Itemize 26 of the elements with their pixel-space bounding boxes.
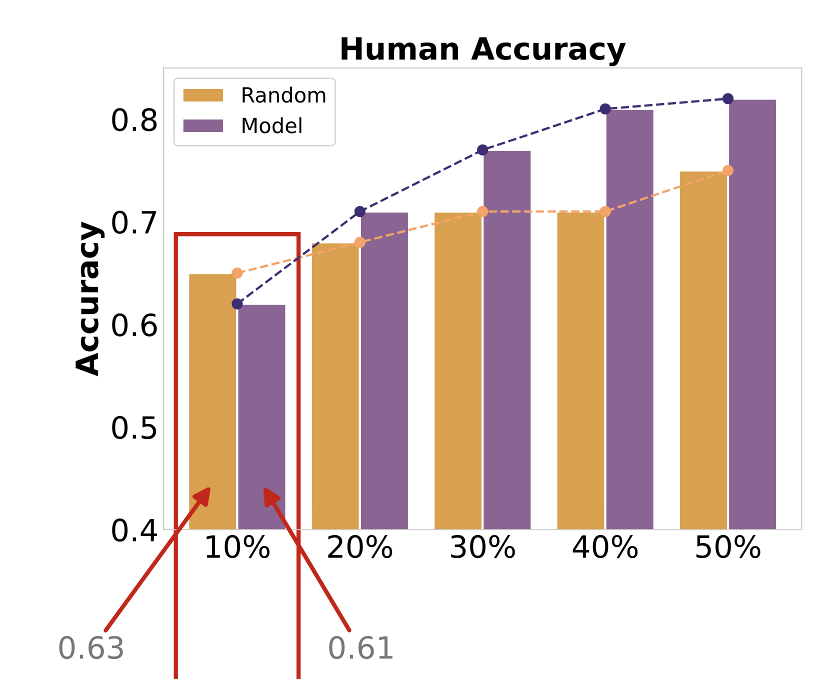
x-tick-label: 40% [572,535,638,558]
y-tick-label: 0.6 [112,313,157,336]
point [477,206,488,218]
legend-label: Model [242,117,302,134]
point [722,93,734,104]
x-tick-label: 10% [206,535,270,558]
point [722,164,734,176]
y-tick-label: 0.4 [112,518,158,542]
point [354,236,366,248]
text: 0.63 [59,636,123,660]
x-tick-label: 30% [450,535,515,558]
x-tick-label: 50% [696,535,760,558]
point [354,206,366,218]
y-tick-label: 0.5 [112,416,156,440]
y-tick-label: 0.8 [112,108,157,132]
point [232,298,243,310]
text: 0.61 [329,636,392,660]
point [232,268,243,279]
legend-label: Random [242,86,326,103]
point [477,144,488,156]
y-tick-label: 0.7 [112,210,156,234]
point [600,103,611,114]
point [600,206,611,218]
x-tick-label: 20% [328,535,392,558]
chart-title: Human Accuracy [342,37,626,66]
y-axis-title: Accuracy [76,222,105,376]
